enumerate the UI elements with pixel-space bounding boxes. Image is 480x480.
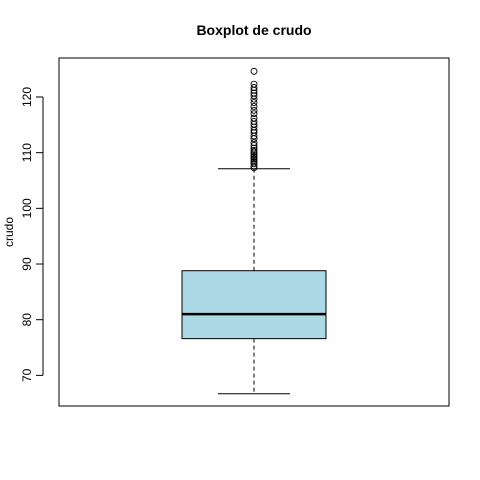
- y-tick-label: 90: [20, 257, 34, 271]
- y-tick-label: 70: [20, 368, 34, 382]
- outlier-point: [250, 146, 258, 154]
- outlier-point: [250, 102, 258, 110]
- y-axis: 70 80 90 100 110 120: [20, 87, 44, 382]
- outlier-point: [250, 141, 258, 149]
- chart-title: Boxplot de crudo: [196, 22, 311, 38]
- plot-frame: [58, 57, 450, 407]
- y-tick-label: 110: [20, 143, 34, 162]
- outlier-group: [250, 67, 258, 172]
- outlier-point: [250, 106, 258, 114]
- outlier-point: [250, 139, 258, 147]
- y-axis-label: crudo: [2, 217, 16, 247]
- outlier-point: [250, 84, 258, 91]
- outlier-point: [250, 118, 258, 125]
- outlier-point: [250, 67, 258, 75]
- y-tick-label: 80: [20, 313, 34, 327]
- y-tick-label: 100: [20, 198, 34, 218]
- outlier-point: [250, 99, 258, 106]
- boxplot-box-group: [181, 168, 327, 395]
- outlier-point: [250, 110, 258, 118]
- iqr-box: [181, 270, 327, 340]
- outlier-point: [250, 114, 258, 122]
- y-tick-label: 120: [20, 87, 34, 107]
- outlier-point: [250, 80, 258, 88]
